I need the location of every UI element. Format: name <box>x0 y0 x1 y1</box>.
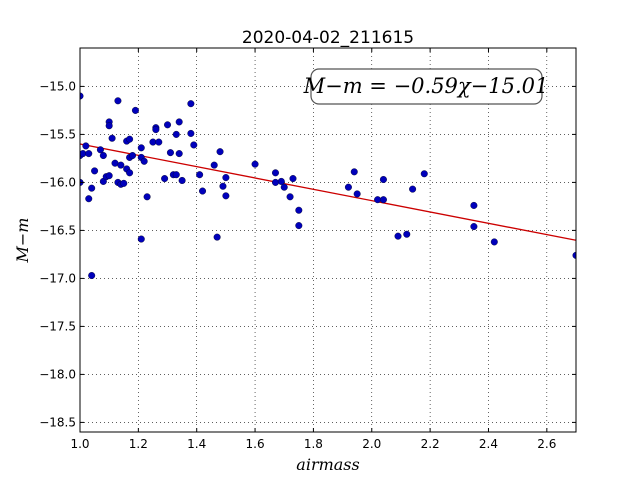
x-tick-label: 1.8 <box>304 437 323 451</box>
y-tick-label: −17.0 <box>39 271 76 285</box>
data-point <box>80 150 87 158</box>
y-tick-label: −17.5 <box>39 319 76 333</box>
data-point <box>137 144 145 152</box>
data-point <box>219 182 227 190</box>
data-point <box>271 178 279 186</box>
y-tick-label: −16.5 <box>39 223 76 237</box>
fit-line-layer <box>79 143 577 241</box>
data-point <box>470 223 478 231</box>
y-tick-label: −16.0 <box>39 175 76 189</box>
equation-annotation: M−m = −0.59χ−15.01 <box>303 68 549 105</box>
data-point <box>82 142 90 150</box>
data-point <box>222 174 230 182</box>
plot-frame <box>79 47 577 433</box>
data-point <box>344 183 352 191</box>
data-point <box>129 152 137 160</box>
data-point <box>350 168 358 176</box>
data-point <box>295 222 303 230</box>
ticks-layer: 1.0 1.2 1.4 1.6 1.8 2.0 2.2 2.4 2.6 −15.0 −15.5 −16… <box>39 48 576 451</box>
data-point <box>99 152 107 160</box>
data-point <box>131 106 139 114</box>
data-point <box>213 233 221 241</box>
data-point <box>120 179 128 187</box>
x-tick-label: 2.4 <box>479 437 498 451</box>
annotation-text: M−m = −0.59χ−15.01 <box>303 74 549 98</box>
data-point <box>409 185 417 193</box>
data-point <box>172 130 180 138</box>
data-point <box>126 169 134 177</box>
data-point <box>178 176 186 184</box>
data-point <box>187 100 195 108</box>
data-point <box>155 138 163 146</box>
x-tick-label: 2.0 <box>362 437 381 451</box>
data-point <box>295 206 303 214</box>
data-point <box>88 184 96 192</box>
y-tick-label: −15.5 <box>39 127 76 141</box>
y-tick-label: −18.0 <box>39 367 76 381</box>
data-point <box>126 135 134 143</box>
y-tick-label: −18.5 <box>39 415 76 429</box>
fit-line <box>79 143 577 241</box>
data-point <box>175 150 183 158</box>
data-point <box>175 118 183 126</box>
chart-title: 2020-04-02_211615 <box>242 28 414 48</box>
data-point <box>161 175 169 183</box>
data-point <box>117 161 125 169</box>
data-point <box>420 170 428 178</box>
data-point <box>172 171 180 179</box>
data-point <box>105 122 113 130</box>
data-point <box>353 190 361 198</box>
data-point <box>190 141 198 149</box>
points-layer <box>80 92 576 280</box>
data-point <box>137 235 145 243</box>
data-point <box>222 192 230 200</box>
data-point <box>572 251 576 259</box>
data-point <box>140 157 148 165</box>
data-point <box>403 230 411 238</box>
data-point <box>374 196 382 204</box>
data-point <box>143 193 151 201</box>
data-point <box>379 176 387 184</box>
data-point <box>105 172 113 180</box>
data-point <box>96 146 104 154</box>
data-point <box>196 171 204 179</box>
data-point <box>187 129 195 137</box>
data-point <box>108 134 116 142</box>
data-point <box>470 201 478 209</box>
annotation-box <box>310 68 543 105</box>
data-point <box>379 196 387 204</box>
data-point <box>277 177 285 185</box>
data-point <box>91 167 99 175</box>
data-point <box>111 159 119 167</box>
x-tick-label: 1.6 <box>246 437 265 451</box>
data-point <box>286 193 294 201</box>
x-axis-label: airmass <box>296 455 359 474</box>
data-point <box>80 92 84 100</box>
x-tick-label: 1.0 <box>70 437 89 451</box>
data-point <box>85 150 93 158</box>
data-point <box>394 232 402 240</box>
data-point <box>114 97 122 105</box>
data-point <box>166 149 174 157</box>
data-point <box>199 187 207 195</box>
data-point <box>216 148 224 156</box>
x-tick-label: 1.4 <box>187 437 206 451</box>
data-point <box>152 126 160 134</box>
x-tick-label: 2.6 <box>537 437 556 451</box>
data-point <box>164 121 172 129</box>
y-tick-label: −15.0 <box>39 79 76 93</box>
data-point <box>149 138 157 146</box>
x-tick-label: 2.2 <box>421 437 440 451</box>
data-point <box>251 160 259 168</box>
y-axis-label: M−m <box>13 218 32 264</box>
data-point <box>88 272 96 280</box>
x-tick-label: 1.2 <box>129 437 148 451</box>
data-point <box>280 183 288 191</box>
data-point <box>289 175 297 183</box>
data-point <box>210 161 218 169</box>
data-point <box>85 195 93 203</box>
data-point <box>271 169 279 177</box>
data-point <box>490 238 498 246</box>
